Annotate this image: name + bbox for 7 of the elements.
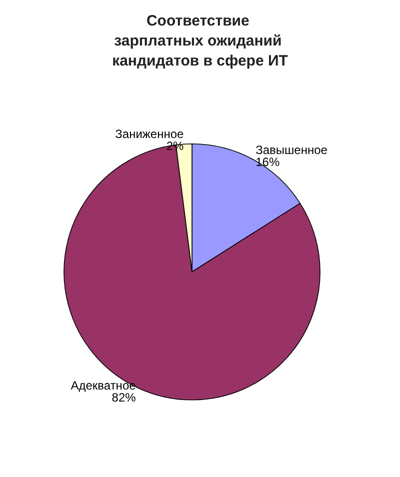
data-label: 2%: [166, 139, 184, 154]
chart-title: Соответствие зарплатных ожиданий кандидатов в сфере ИТ: [112, 12, 288, 70]
slice-label: Завышенное: [256, 143, 328, 158]
data-label: 82%: [112, 390, 136, 404]
slice-label: Адекватное: [70, 378, 136, 392]
data-label: 16%: [256, 155, 280, 170]
slice-label: Заниженное: [115, 127, 184, 142]
